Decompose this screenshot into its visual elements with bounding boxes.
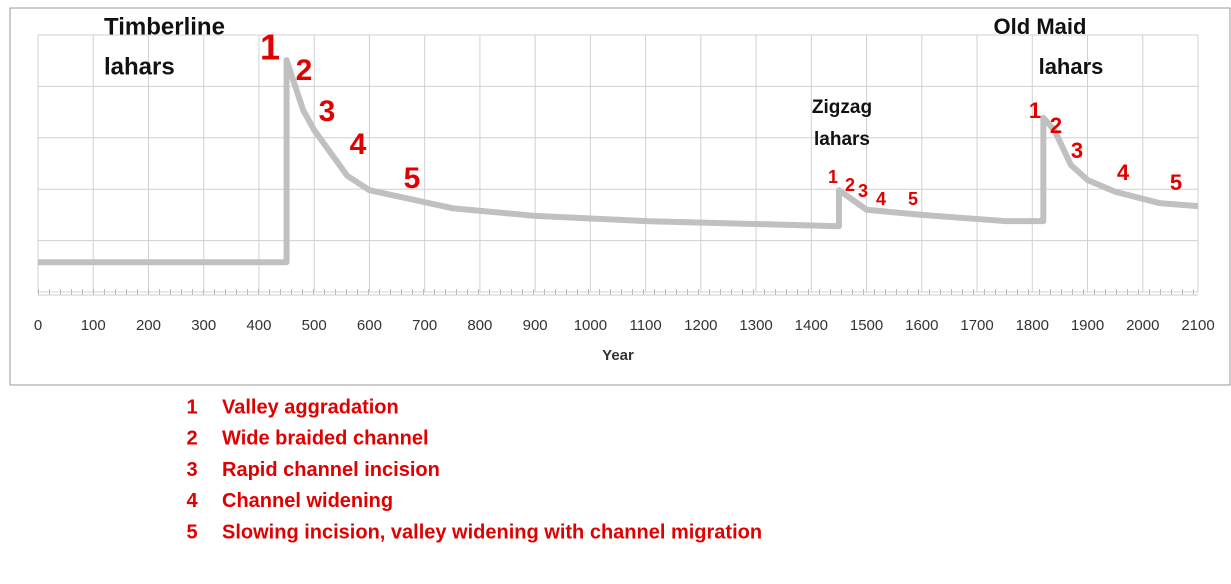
legend-number: 5	[186, 521, 197, 543]
x-tick-label: 0	[34, 317, 42, 334]
stage-label: 2	[1050, 113, 1062, 138]
x-tick-label: 1200	[684, 317, 717, 334]
legend-number: 4	[186, 490, 198, 512]
stage-label: 3	[858, 181, 868, 201]
x-tick-label: 1800	[1016, 317, 1049, 334]
x-tick-label: 600	[357, 317, 382, 334]
x-tick-label: 100	[81, 317, 106, 334]
annotation: Old Maid	[994, 14, 1087, 39]
x-tick-label: 900	[523, 317, 548, 334]
x-tick-label: 1500	[850, 317, 883, 334]
annotation: lahars	[814, 129, 870, 150]
x-tick-label: 500	[302, 317, 327, 334]
stage-label: 3	[1071, 138, 1083, 163]
legend-number: 1	[186, 396, 197, 418]
annotation: lahars	[1039, 54, 1104, 79]
x-tick-label: 300	[191, 317, 216, 334]
legend-number: 3	[186, 459, 197, 481]
legend-number: 2	[186, 428, 197, 450]
annotation: lahars	[104, 53, 175, 80]
legend-text: Slowing incision, valley widening with c…	[222, 521, 762, 543]
x-tick-label: 2000	[1126, 317, 1159, 334]
legend-text: Valley aggradation	[222, 396, 399, 418]
x-tick-label: 700	[412, 317, 437, 334]
x-tick-label: 1700	[960, 317, 993, 334]
stage-label: 1	[1029, 98, 1041, 123]
stage-label: 5	[908, 189, 918, 209]
stage-label: 4	[876, 189, 886, 209]
x-tick-label: 1900	[1071, 317, 1104, 334]
stage-label: 1	[828, 167, 838, 187]
legend-text: Wide braided channel	[222, 428, 429, 450]
stage-label: 4	[350, 128, 367, 161]
legend-text: Channel widening	[222, 490, 393, 512]
x-tick-label: 400	[246, 317, 271, 334]
x-tick-label: 1400	[795, 317, 828, 334]
x-tick-label: 800	[467, 317, 492, 334]
legend-text: Rapid channel incision	[222, 459, 440, 481]
stage-label: 5	[404, 162, 421, 195]
chart-frame	[9, 7, 1231, 386]
stage-label: 1	[260, 27, 280, 68]
stage-label: 2	[296, 54, 313, 87]
annotation: Zigzag	[812, 97, 872, 118]
line-series	[38, 57, 1199, 266]
x-tick-label: 200	[136, 317, 161, 334]
x-axis-label: Year	[602, 347, 634, 364]
stage-label: 2	[845, 175, 855, 195]
x-tick-label: 1300	[739, 317, 772, 334]
stage-label: 3	[319, 95, 336, 128]
x-tick-label: 1100	[629, 317, 661, 334]
stage-label: 5	[1170, 170, 1182, 195]
x-tick-label: 2100	[1181, 317, 1214, 334]
annotation: Timberline	[104, 13, 225, 40]
stage-label: 4	[1117, 160, 1130, 185]
x-tick-label: 1000	[574, 317, 607, 334]
x-tick-label: 1600	[905, 317, 938, 334]
